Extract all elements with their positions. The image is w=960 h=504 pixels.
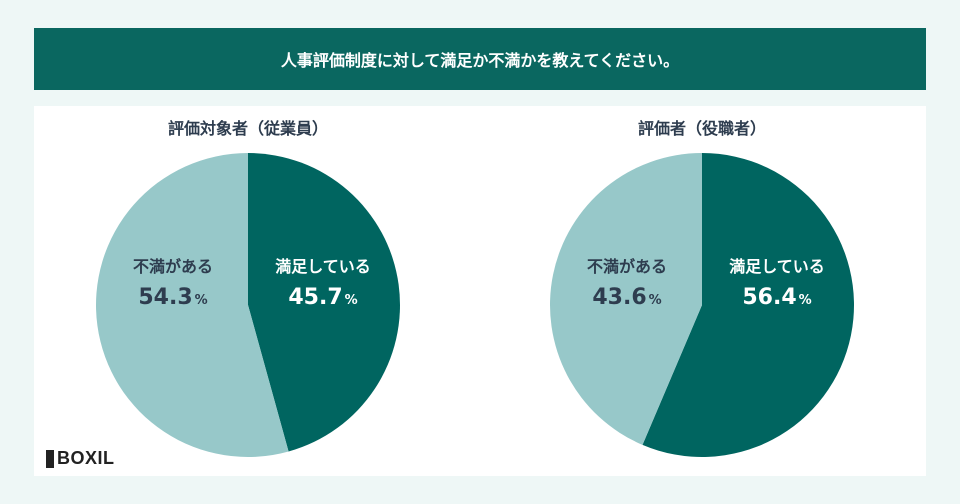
slice-dissatisfied bbox=[550, 153, 702, 445]
slice-satisfied bbox=[248, 153, 400, 452]
chart-title: 評価対象者（従業員） bbox=[168, 119, 328, 138]
slice-name: 満足している bbox=[275, 257, 371, 276]
slice-name: 満足している bbox=[729, 257, 825, 276]
slice-dissatisfied bbox=[95, 153, 289, 457]
slice-name: 不満がある bbox=[587, 257, 667, 276]
chart-title: 評価者（役職者） bbox=[638, 119, 766, 138]
slice-name: 不満がある bbox=[133, 257, 213, 276]
question-text: 人事評価制度に対して満足か不満かを教えてください。 bbox=[280, 51, 680, 70]
slice-satisfied bbox=[642, 153, 854, 457]
boxil-logo: BOXIL bbox=[46, 448, 115, 469]
question-header: 人事評価制度に対して満足か不満かを教えてください。 bbox=[34, 28, 926, 90]
logo-mark-icon bbox=[46, 449, 54, 468]
logo-text: BOXIL bbox=[57, 448, 115, 468]
